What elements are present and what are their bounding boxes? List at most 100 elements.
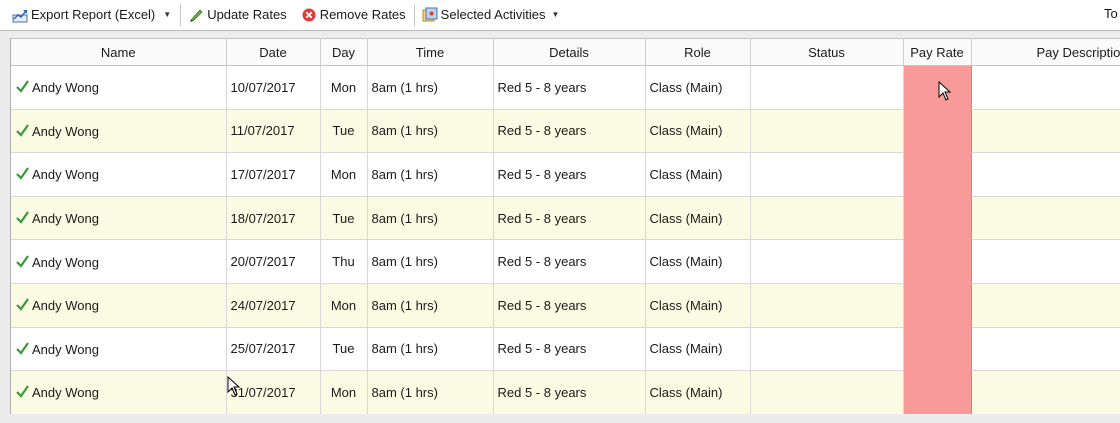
table-row[interactable]: Andy Wong 25/07/2017 Tue 8am (1 hrs) Red…	[11, 327, 1120, 372]
export-report-button[interactable]: Export Report (Excel)	[10, 4, 157, 26]
cell-status[interactable]	[750, 239, 904, 284]
cell-time[interactable]: 8am (1 hrs)	[367, 65, 494, 110]
cell-time[interactable]: 8am (1 hrs)	[367, 327, 494, 372]
cell-pay-rate[interactable]	[903, 283, 972, 328]
cell-day[interactable]: Mon	[320, 370, 368, 414]
cell-status[interactable]	[750, 65, 904, 110]
cell-role[interactable]: Class (Main)	[645, 327, 751, 372]
cell-role[interactable]: Class (Main)	[645, 65, 751, 110]
cell-name[interactable]: Andy Wong	[11, 65, 227, 110]
cell-details[interactable]: Red 5 - 8 years	[493, 327, 646, 372]
cell-date[interactable]: 20/07/2017	[226, 239, 321, 284]
column-header-date[interactable]: Date	[226, 38, 321, 66]
cell-time[interactable]: 8am (1 hrs)	[367, 283, 494, 328]
pay-rates-grid: Name Date Day Time Details Role Status P…	[10, 38, 1120, 414]
column-header-status[interactable]: Status	[750, 38, 904, 66]
cell-name[interactable]: Andy Wong	[11, 239, 227, 284]
cell-role[interactable]: Class (Main)	[645, 152, 751, 197]
cell-status[interactable]	[750, 370, 904, 414]
cell-role[interactable]: Class (Main)	[645, 239, 751, 284]
cell-pay-rate[interactable]	[903, 239, 972, 284]
table-row[interactable]: Andy Wong 11/07/2017 Tue 8am (1 hrs) Red…	[11, 109, 1120, 154]
cell-pay-rate[interactable]	[903, 370, 972, 414]
cell-role[interactable]: Class (Main)	[645, 370, 751, 414]
cell-day[interactable]: Tue	[320, 327, 368, 372]
cell-date[interactable]: 31/07/2017	[226, 370, 321, 414]
cell-time[interactable]: 8am (1 hrs)	[367, 196, 494, 241]
cell-status[interactable]	[750, 152, 904, 197]
cell-name[interactable]: Andy Wong	[11, 283, 227, 328]
column-header-name[interactable]: Name	[11, 38, 227, 66]
selected-activities-button[interactable]: Selected Activities ▼	[420, 4, 562, 26]
check-icon	[16, 124, 29, 137]
cell-pay-description[interactable]	[971, 370, 1120, 414]
cell-pay-description[interactable]	[971, 196, 1120, 241]
cell-role[interactable]: Class (Main)	[645, 109, 751, 154]
cell-day[interactable]: Tue	[320, 109, 368, 154]
table-row[interactable]: Andy Wong 10/07/2017 Mon 8am (1 hrs) Red…	[11, 65, 1120, 110]
cell-name[interactable]: Andy Wong	[11, 109, 227, 154]
cell-time[interactable]: 8am (1 hrs)	[367, 370, 494, 414]
cell-pay-description[interactable]	[971, 109, 1120, 154]
cell-time[interactable]: 8am (1 hrs)	[367, 239, 494, 284]
check-icon	[16, 255, 29, 268]
cell-details[interactable]: Red 5 - 8 years	[493, 65, 646, 110]
cell-name[interactable]: Andy Wong	[11, 196, 227, 241]
cell-date[interactable]: 24/07/2017	[226, 283, 321, 328]
cell-pay-description[interactable]	[971, 327, 1120, 372]
cell-pay-description[interactable]	[971, 239, 1120, 284]
cell-status[interactable]	[750, 196, 904, 241]
column-header-role[interactable]: Role	[645, 38, 751, 66]
column-header-day[interactable]: Day	[320, 38, 368, 66]
cell-pay-rate[interactable]	[903, 109, 972, 154]
table-row[interactable]: Andy Wong 31/07/2017 Mon 8am (1 hrs) Red…	[11, 370, 1120, 414]
cell-date[interactable]: 25/07/2017	[226, 327, 321, 372]
cell-status[interactable]	[750, 109, 904, 154]
column-header-time[interactable]: Time	[367, 38, 494, 66]
cell-day[interactable]: Mon	[320, 283, 368, 328]
cell-details[interactable]: Red 5 - 8 years	[493, 109, 646, 154]
cell-date[interactable]: 10/07/2017	[226, 65, 321, 110]
cell-status[interactable]	[750, 327, 904, 372]
table-row[interactable]: Andy Wong 24/07/2017 Mon 8am (1 hrs) Red…	[11, 283, 1120, 328]
cell-day[interactable]: Mon	[320, 65, 368, 110]
column-header-pay-rate[interactable]: Pay Rate	[903, 38, 972, 66]
cell-details[interactable]: Red 5 - 8 years	[493, 283, 646, 328]
cell-pay-description[interactable]	[971, 283, 1120, 328]
table-row[interactable]: Andy Wong 20/07/2017 Thu 8am (1 hrs) Red…	[11, 239, 1120, 284]
remove-rates-button[interactable]: Remove Rates	[299, 4, 408, 26]
cell-time[interactable]: 8am (1 hrs)	[367, 152, 494, 197]
cell-pay-rate[interactable]	[903, 327, 972, 372]
export-dropdown-caret-icon[interactable]: ▼	[163, 10, 172, 19]
cell-day[interactable]: Tue	[320, 196, 368, 241]
table-row[interactable]: Andy Wong 18/07/2017 Tue 8am (1 hrs) Red…	[11, 196, 1120, 241]
cell-pay-description[interactable]	[971, 65, 1120, 110]
cell-details[interactable]: Red 5 - 8 years	[493, 239, 646, 284]
cell-pay-description[interactable]	[971, 152, 1120, 197]
check-icon	[16, 298, 29, 311]
cell-time[interactable]: 8am (1 hrs)	[367, 109, 494, 154]
cell-details[interactable]: Red 5 - 8 years	[493, 196, 646, 241]
selected-activities-caret-icon: ▼	[551, 10, 560, 19]
cell-pay-rate[interactable]	[903, 152, 972, 197]
column-header-pay-description[interactable]: Pay Description	[971, 38, 1120, 66]
table-row[interactable]: Andy Wong 17/07/2017 Mon 8am (1 hrs) Red…	[11, 152, 1120, 197]
cell-date[interactable]: 18/07/2017	[226, 196, 321, 241]
cell-day[interactable]: Thu	[320, 239, 368, 284]
cell-name[interactable]: Andy Wong	[11, 327, 227, 372]
cell-day[interactable]: Mon	[320, 152, 368, 197]
cell-pay-rate[interactable]	[903, 65, 972, 110]
update-rates-button[interactable]: Update Rates	[186, 4, 289, 26]
cell-role[interactable]: Class (Main)	[645, 196, 751, 241]
cell-name[interactable]: Andy Wong	[11, 152, 227, 197]
cell-details[interactable]: Red 5 - 8 years	[493, 152, 646, 197]
cell-status[interactable]	[750, 283, 904, 328]
cell-details[interactable]: Red 5 - 8 years	[493, 370, 646, 414]
cell-date[interactable]: 11/07/2017	[226, 109, 321, 154]
cell-name[interactable]: Andy Wong	[11, 370, 227, 414]
cell-pay-rate[interactable]	[903, 196, 972, 241]
cell-date[interactable]: 17/07/2017	[226, 152, 321, 197]
toolbar-right-text: To	[1104, 6, 1118, 21]
column-header-details[interactable]: Details	[493, 38, 646, 66]
cell-role[interactable]: Class (Main)	[645, 283, 751, 328]
